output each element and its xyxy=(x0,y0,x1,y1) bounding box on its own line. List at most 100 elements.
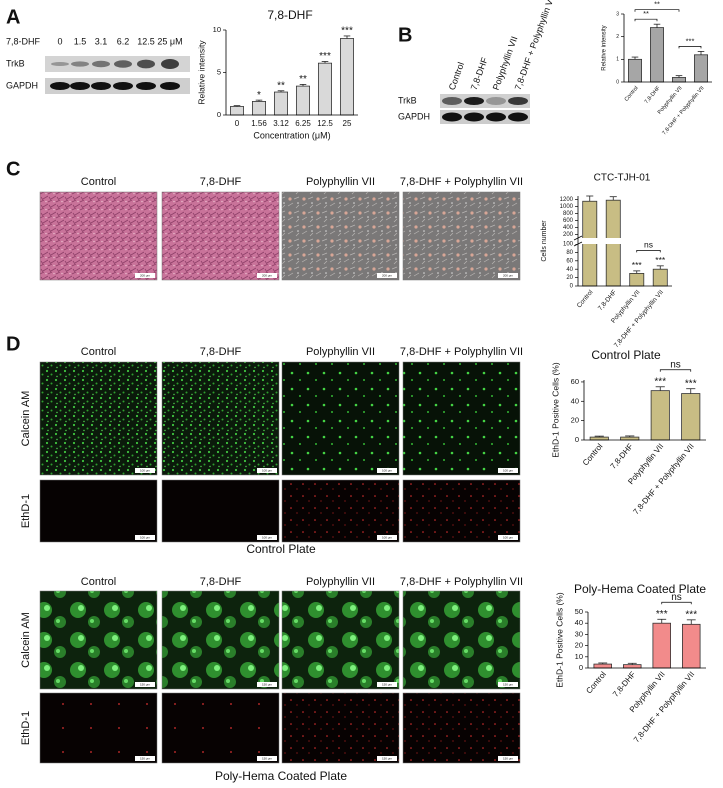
column-label: Control xyxy=(81,576,116,588)
bracket-label: ns xyxy=(644,240,653,250)
scale-bar-box xyxy=(135,756,155,761)
y-tick-label: 3 xyxy=(616,11,619,17)
scale-bar-label: 100 μm xyxy=(382,468,393,472)
bar xyxy=(273,91,288,116)
blot xyxy=(440,110,530,124)
scale-bar-label: 150 μm xyxy=(262,756,273,760)
bar xyxy=(652,268,668,287)
scale-bar-label: 150 μm xyxy=(382,682,393,686)
y-tick-label: 20 xyxy=(575,641,583,650)
x-tick-label: 7,8-DHF xyxy=(597,289,618,312)
blot-band xyxy=(442,97,462,105)
y-tick-label: 0 xyxy=(570,284,574,290)
x-tick-label: Control xyxy=(624,85,640,102)
chart-title: 7,8-DHF xyxy=(267,8,312,22)
scale-bar-label: 150 μm xyxy=(140,682,151,686)
y-tick-label: 0 xyxy=(579,663,583,672)
significance-label: *** xyxy=(655,255,666,265)
scale-bar-box xyxy=(377,535,397,540)
row-label: EthD-1 xyxy=(20,494,32,528)
bar xyxy=(339,38,354,116)
column-label: 7,8-DHF xyxy=(200,176,242,188)
y-tick-label: 2 xyxy=(616,34,619,40)
significance-bracket xyxy=(636,249,661,253)
significance-label: *** xyxy=(685,378,697,389)
blot-band xyxy=(113,82,133,90)
y-tick-label: 20 xyxy=(566,275,573,281)
error-bar xyxy=(321,61,329,64)
significance-label: *** xyxy=(319,51,331,62)
axis-break xyxy=(574,238,674,244)
blot-band xyxy=(114,60,132,68)
bar xyxy=(672,77,687,83)
scale-bar-box xyxy=(257,682,277,687)
y-tick-label: 30 xyxy=(575,629,583,638)
scale-bar-box xyxy=(498,535,518,540)
micrograph xyxy=(161,590,280,690)
scale-bar-box xyxy=(377,468,397,473)
y-tick-label: 400 xyxy=(563,225,574,231)
blot-band xyxy=(160,82,180,90)
panel-letter: C xyxy=(6,158,20,180)
significance-label: ** xyxy=(277,80,285,91)
bar xyxy=(652,622,672,669)
bar xyxy=(589,436,609,441)
blot-row-label: TrkB xyxy=(398,95,417,105)
error-bar xyxy=(594,435,604,438)
significance-label: *** xyxy=(632,260,643,270)
error-bar xyxy=(686,388,696,394)
micrograph xyxy=(281,590,400,690)
y-tick-label: 40 xyxy=(571,396,579,405)
significance-label: *** xyxy=(341,26,353,37)
micrograph xyxy=(281,479,400,543)
micrograph xyxy=(161,692,280,764)
micrograph xyxy=(39,479,158,543)
x-tick-label: 0 xyxy=(235,119,240,128)
column-label: 7,8-DHF xyxy=(200,576,242,588)
error-bar xyxy=(633,270,641,274)
x-tick-label: 25 xyxy=(343,119,352,128)
micrograph xyxy=(39,361,158,476)
micrograph xyxy=(402,479,521,543)
row-label: EthD-1 xyxy=(20,711,32,745)
error-bar xyxy=(653,23,661,28)
micrograph xyxy=(39,692,158,764)
blot-band xyxy=(136,82,156,90)
blot-band xyxy=(508,112,528,122)
plate-caption: Control Plate xyxy=(246,542,316,556)
column-label: Polyphyllin VII xyxy=(306,176,375,188)
x-tick-label: 1.56 xyxy=(251,119,267,128)
scale-bar-label: 150 μm xyxy=(382,756,393,760)
bar xyxy=(295,85,310,116)
significance-label: *** xyxy=(656,609,668,620)
row-label: Calcein AM xyxy=(20,612,32,668)
scale-bar-box xyxy=(498,468,518,473)
column-label: 7,8-DHF + Polyphyllin VII xyxy=(400,176,523,188)
micrograph xyxy=(402,590,521,690)
significance-label: *** xyxy=(685,609,697,620)
micrograph xyxy=(281,191,400,281)
blot-header: 7,8-DHF xyxy=(6,36,41,46)
column-label: 7,8-DHF + Polyphyllin VII xyxy=(400,576,523,588)
blot-band xyxy=(70,82,90,90)
micrograph xyxy=(161,361,280,476)
blot xyxy=(440,94,530,108)
micrograph xyxy=(161,479,280,543)
x-tick-label: 7,8-DHF xyxy=(611,670,637,699)
y-tick-label: 40 xyxy=(575,618,583,627)
y-tick-label: 1 xyxy=(616,57,619,63)
error-bar xyxy=(656,265,664,270)
error-bar xyxy=(343,35,351,39)
micrograph xyxy=(281,692,400,764)
bar xyxy=(251,101,266,116)
blot-band xyxy=(92,60,110,68)
x-axis-label: Concentration (μM) xyxy=(253,130,330,140)
scale-bar-box xyxy=(135,535,155,540)
x-tick-label: 6.25 xyxy=(295,119,311,128)
y-tick-label: 1000 xyxy=(560,204,574,210)
blot-band xyxy=(50,82,70,90)
y-axis-label: Relative intensity xyxy=(196,40,206,105)
blot-row-label: GAPDH xyxy=(6,80,38,90)
chart-title: CTC-TJH-01 xyxy=(594,173,651,184)
bar xyxy=(620,436,640,441)
